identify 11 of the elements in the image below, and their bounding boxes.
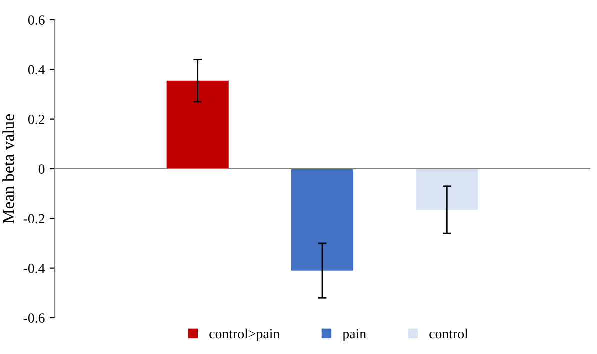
y-axis-title: Mean beta value: [2, 114, 14, 224]
y-tick-label: -0.4: [24, 264, 46, 274]
y-tick-label: -0.6: [24, 314, 45, 324]
y-tick-label: -0.2: [24, 214, 45, 224]
legend-label: pain: [342, 329, 366, 342]
legend-label: control: [430, 328, 468, 339]
y-tick-label: 0.2: [28, 114, 45, 124]
y-tick-label: 0: [38, 164, 45, 174]
y-tick-label: 0.4: [28, 65, 46, 75]
legend-label: control>pain: [210, 328, 280, 342]
y-tick-label: 0.6: [28, 16, 45, 26]
